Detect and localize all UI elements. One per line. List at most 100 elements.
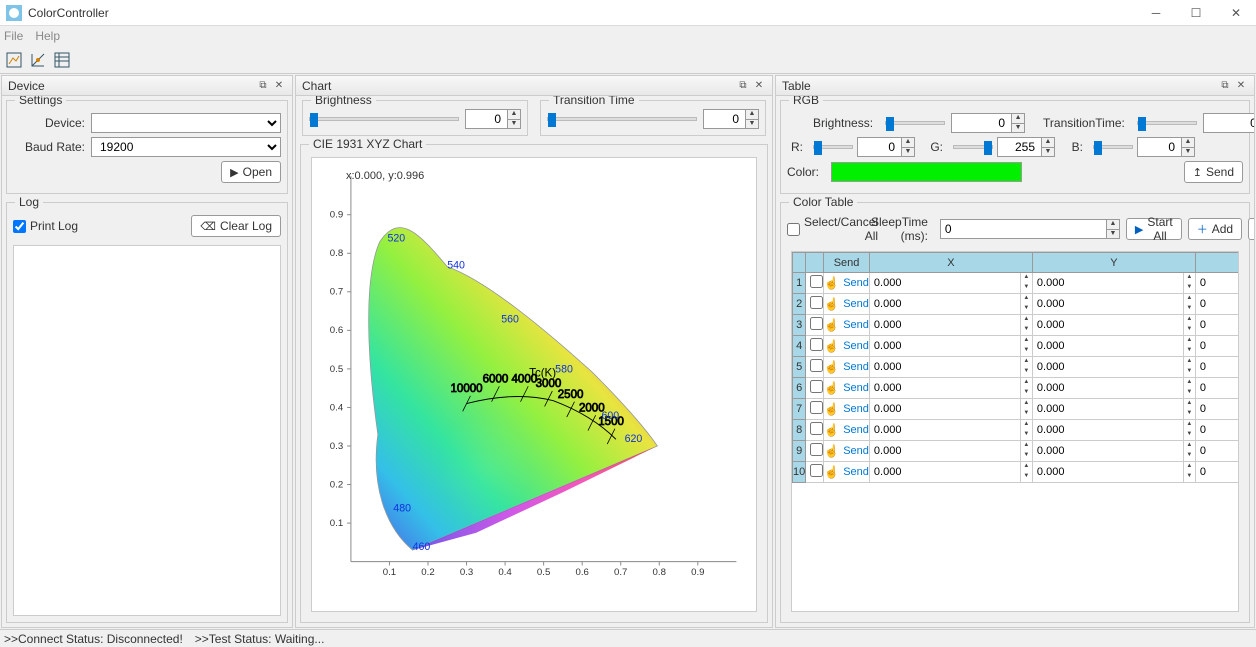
- brightness-spinner[interactable]: ▲▼: [1196, 336, 1239, 356]
- brightness-spinner[interactable]: ▲▼: [1196, 315, 1239, 335]
- remove-button[interactable]: −Remove: [1248, 218, 1254, 240]
- send-button[interactable]: ↥Send: [1184, 161, 1243, 183]
- tool-icon-1[interactable]: [4, 50, 24, 70]
- tool-icon-3[interactable]: [52, 50, 72, 70]
- x-spinner[interactable]: ▲▼: [870, 399, 1032, 419]
- brightness-spinner[interactable]: ▲▼: [1196, 273, 1239, 293]
- maximize-button[interactable]: ☐: [1176, 0, 1216, 26]
- close-icon[interactable]: ✕: [752, 79, 766, 93]
- b-slider[interactable]: [1093, 145, 1133, 149]
- row-checkbox[interactable]: [810, 422, 823, 435]
- start-all-button[interactable]: ▶Start All: [1126, 218, 1182, 240]
- y-spinner[interactable]: ▲▼: [1033, 357, 1195, 377]
- cie-chart[interactable]: x:0.000, y:0.996: [311, 157, 757, 612]
- row-send-button[interactable]: ☝Send: [824, 420, 869, 440]
- r-slider[interactable]: [813, 145, 853, 149]
- brightness-spinner[interactable]: ▲▼: [1196, 441, 1239, 461]
- log-textarea[interactable]: [13, 245, 281, 616]
- clear-log-button[interactable]: ⌫Clear Log: [191, 215, 281, 237]
- brightness-spinner[interactable]: ▲▼: [1196, 378, 1239, 398]
- x-spinner[interactable]: ▲▼: [870, 315, 1032, 335]
- y-spinner[interactable]: ▲▼: [1033, 315, 1195, 335]
- tool-icon-2[interactable]: [28, 50, 48, 70]
- y-spinner[interactable]: ▲▼: [1033, 441, 1195, 461]
- select-all-checkbox[interactable]: Select/Cancel All: [787, 215, 859, 243]
- brightness-spinner[interactable]: ▲▼: [1196, 462, 1239, 482]
- row-checkbox[interactable]: [810, 338, 823, 351]
- row-checkbox[interactable]: [810, 359, 823, 372]
- open-button[interactable]: ▶Open: [221, 161, 281, 183]
- close-button[interactable]: ✕: [1216, 0, 1256, 26]
- row-send-button[interactable]: ☝Send: [824, 315, 869, 335]
- row-checkbox[interactable]: [810, 464, 823, 477]
- undock-icon[interactable]: ⧉: [1218, 79, 1232, 93]
- row-checkbox[interactable]: [810, 443, 823, 456]
- color-swatch[interactable]: [831, 162, 1022, 182]
- row-number: 8: [793, 420, 806, 441]
- row-send-button[interactable]: ☝Send: [824, 357, 869, 377]
- g-slider[interactable]: [953, 145, 993, 149]
- b-spinner[interactable]: ▲▼: [1137, 137, 1195, 157]
- rgb-brightness-slider[interactable]: [885, 121, 945, 125]
- row-send-button[interactable]: ☝Send: [824, 399, 869, 419]
- svg-text:10000: 10000: [450, 383, 482, 395]
- brightness-slider[interactable]: [309, 117, 459, 121]
- close-icon[interactable]: ✕: [272, 79, 286, 93]
- y-spinner[interactable]: ▲▼: [1033, 462, 1195, 482]
- y-spinner[interactable]: ▲▼: [1033, 336, 1195, 356]
- x-spinner[interactable]: ▲▼: [870, 441, 1032, 461]
- row-checkbox[interactable]: [810, 380, 823, 393]
- row-send-button[interactable]: ☝Send: [824, 336, 869, 356]
- brightness-spinner[interactable]: ▲▼: [1196, 399, 1239, 419]
- row-checkbox[interactable]: [810, 317, 823, 330]
- rgb-transition-slider[interactable]: [1137, 121, 1197, 125]
- x-spinner[interactable]: ▲▼: [870, 294, 1032, 314]
- brightness-spinner[interactable]: ▲▼: [465, 109, 521, 129]
- baud-select[interactable]: 19200: [91, 137, 281, 157]
- y-spinner[interactable]: ▲▼: [1033, 273, 1195, 293]
- x-spinner[interactable]: ▲▼: [870, 273, 1032, 293]
- close-icon[interactable]: ✕: [1234, 79, 1248, 93]
- rgb-brightness-spinner[interactable]: ▲▼: [951, 113, 1025, 133]
- row-send-button[interactable]: ☝Send: [824, 273, 869, 293]
- x-spinner[interactable]: ▲▼: [870, 462, 1032, 482]
- svg-text:0.3: 0.3: [330, 441, 343, 452]
- transition-slider[interactable]: [547, 117, 697, 121]
- x-spinner[interactable]: ▲▼: [870, 336, 1032, 356]
- undock-icon[interactable]: ⧉: [736, 79, 750, 93]
- y-spinner[interactable]: ▲▼: [1033, 378, 1195, 398]
- transition-spinner[interactable]: ▲▼: [703, 109, 759, 129]
- rgb-group-title: RGB: [789, 96, 823, 107]
- menu-help[interactable]: Help: [35, 29, 60, 43]
- print-log-checkbox[interactable]: Print Log: [13, 219, 85, 233]
- x-spinner[interactable]: ▲▼: [870, 420, 1032, 440]
- y-spinner[interactable]: ▲▼: [1033, 399, 1195, 419]
- menu-file[interactable]: File: [4, 29, 23, 43]
- row-number: 4: [793, 336, 806, 357]
- row-checkbox[interactable]: [810, 275, 823, 288]
- r-spinner[interactable]: ▲▼: [857, 137, 915, 157]
- y-spinner[interactable]: ▲▼: [1033, 420, 1195, 440]
- x-spinner[interactable]: ▲▼: [870, 378, 1032, 398]
- x-spinner[interactable]: ▲▼: [870, 357, 1032, 377]
- brightness-spinner[interactable]: ▲▼: [1196, 294, 1239, 314]
- device-select[interactable]: [91, 113, 281, 133]
- table-row: 3 ☝Send ▲▼ ▲▼ ▲▼ ▲▼: [793, 315, 1240, 336]
- undock-icon[interactable]: ⧉: [256, 79, 270, 93]
- row-checkbox[interactable]: [810, 296, 823, 309]
- sleeptime-spinner[interactable]: ▲▼: [940, 219, 1120, 239]
- brightness-spinner[interactable]: ▲▼: [1196, 357, 1239, 377]
- g-spinner[interactable]: ▲▼: [997, 137, 1055, 157]
- y-spinner[interactable]: ▲▼: [1033, 294, 1195, 314]
- row-send-button[interactable]: ☝Send: [824, 462, 869, 482]
- brightness-spinner[interactable]: ▲▼: [1196, 420, 1239, 440]
- row-send-button[interactable]: ☝Send: [824, 378, 869, 398]
- row-checkbox[interactable]: [810, 401, 823, 414]
- minimize-button[interactable]: ─: [1136, 0, 1176, 26]
- svg-text:0.7: 0.7: [614, 567, 627, 578]
- svg-text:0.8: 0.8: [330, 248, 343, 259]
- add-button[interactable]: ＋Add: [1188, 218, 1242, 240]
- row-send-button[interactable]: ☝Send: [824, 294, 869, 314]
- rgb-transition-spinner[interactable]: ▲▼: [1203, 113, 1254, 133]
- row-send-button[interactable]: ☝Send: [824, 441, 869, 461]
